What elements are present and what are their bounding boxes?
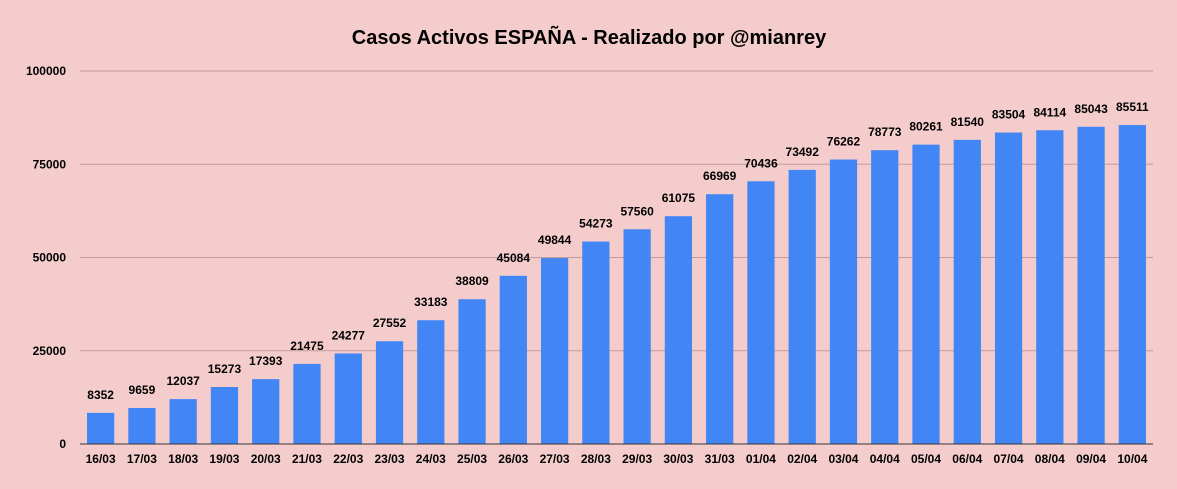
data-label: 24277 [332,328,366,342]
data-label: 70436 [744,156,778,170]
bar [664,216,693,444]
y-tick-label: 75000 [33,157,67,171]
x-tick-label: 09/04 [1076,452,1106,466]
data-label: 66969 [703,169,737,183]
x-tick-label: 29/03 [622,452,652,466]
bar [747,181,775,444]
x-tick-label: 30/03 [663,452,693,466]
bar [375,341,404,444]
y-tick-label: 50000 [33,251,67,265]
bar [293,363,321,444]
x-tick-label: 22/03 [333,452,363,466]
x-tick-label: 05/04 [911,452,941,466]
x-tick-label: 01/04 [746,452,776,466]
bars [87,125,1146,445]
x-tick-label: 21/03 [292,452,322,466]
bar [540,258,569,444]
data-labels: 8352 9659 12037 15273 17393 21475 24277 27552 33… [87,100,1149,402]
bar [788,169,816,444]
x-tick-label: 08/04 [1035,452,1065,466]
y-axis-ticks: 0 25000 50000 75000 100000 [26,64,66,451]
data-label: 73492 [786,145,820,159]
data-label: 80261 [909,120,943,134]
data-label: 85043 [1074,102,1108,116]
bar [458,299,486,444]
x-tick-label: 18/03 [168,452,198,466]
x-tick-label: 02/04 [787,452,817,466]
data-label: 49844 [538,233,572,247]
bar [706,194,734,444]
data-label: 17393 [249,354,283,368]
bar [953,139,981,444]
data-label: 33183 [414,295,448,309]
x-tick-label: 27/03 [540,452,570,466]
x-tick-label: 06/04 [952,452,982,466]
data-label: 76262 [827,135,861,149]
bar [871,150,899,445]
x-tick-label: 24/03 [416,452,446,466]
data-label: 38809 [455,274,489,288]
x-tick-label: 07/04 [994,452,1024,466]
x-tick-label: 23/03 [375,452,405,466]
data-label: 83504 [992,108,1026,122]
x-tick-label: 16/03 [86,452,116,466]
x-tick-label: 17/03 [127,452,157,466]
bar [417,320,445,444]
data-label: 57560 [620,204,654,218]
x-tick-label: 26/03 [498,452,528,466]
chart-title: Casos Activos ESPAÑA - Realizado por @mi… [352,26,827,49]
data-label: 9659 [129,383,156,397]
bar [499,275,527,444]
bar [87,412,115,444]
bar [334,353,362,444]
bar [582,241,610,444]
bar [252,379,280,444]
bar [169,399,197,444]
bar [1036,130,1064,445]
bar [912,144,940,444]
y-tick-label: 100000 [26,64,66,78]
data-label: 54273 [579,217,613,231]
data-label: 61075 [662,191,696,205]
data-label: 12037 [166,374,200,388]
bar [994,132,1023,444]
x-tick-label: 31/03 [705,452,735,466]
data-label: 8352 [87,388,114,402]
bar [128,407,156,444]
bar [829,159,858,445]
data-label: 27552 [373,316,407,330]
x-tick-label: 19/03 [209,452,239,466]
x-tick-label: 04/04 [870,452,900,466]
data-label: 45084 [497,251,531,265]
x-tick-label: 10/04 [1117,452,1147,466]
y-tick-label: 25000 [33,344,67,358]
y-tick-label: 0 [59,437,66,451]
bar [210,387,239,444]
data-label: 78773 [868,125,902,139]
x-axis-ticks: 16/03 17/03 18/03 19/03 20/03 21/03 22/03 23/03… [86,452,1148,466]
data-label: 21475 [290,339,324,353]
data-label: 81540 [951,115,985,129]
data-label: 85511 [1116,100,1149,114]
x-tick-label: 03/04 [828,452,858,466]
x-tick-label: 20/03 [251,452,281,466]
x-tick-label: 28/03 [581,452,611,466]
bar [1077,126,1105,444]
data-label: 15273 [208,362,242,376]
bar [623,229,651,444]
data-label: 84114 [1033,105,1066,119]
bar [1118,125,1146,444]
x-tick-label: 25/03 [457,452,487,466]
